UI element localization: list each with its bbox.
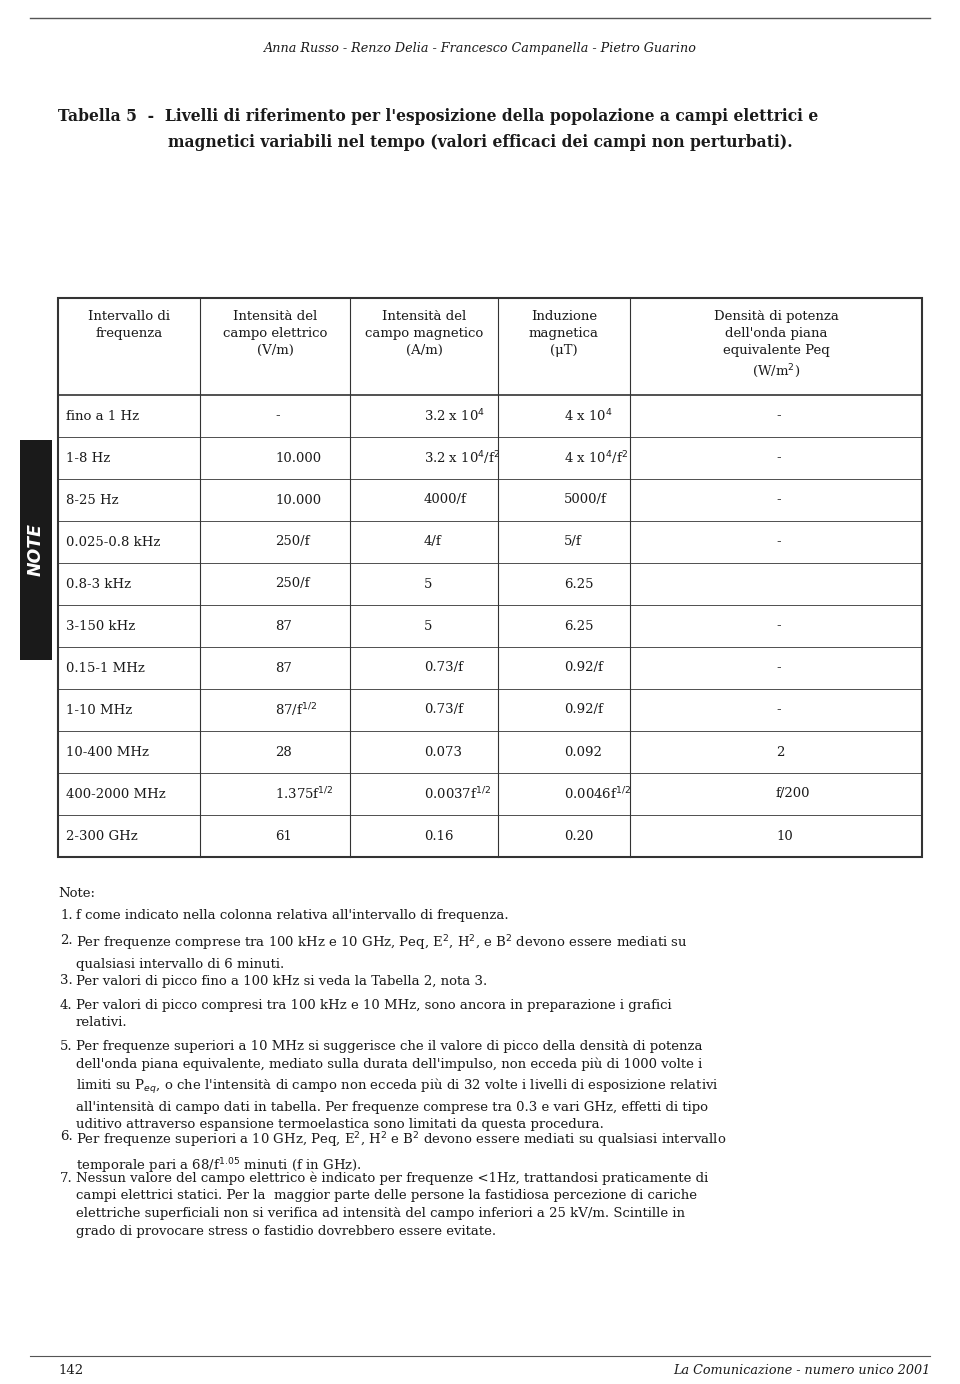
Text: Per frequenze superiori a 10 GHz, Peq, E$^2$, H$^2$ e B$^2$ devono essere mediat: Per frequenze superiori a 10 GHz, Peq, E… [76, 1131, 727, 1176]
Text: -: - [776, 662, 780, 674]
Text: 4/f: 4/f [424, 536, 442, 548]
Text: 10.000: 10.000 [275, 451, 322, 465]
Text: Per frequenze comprese tra 100 kHz e 10 GHz, Peq, E$^2$, H$^2$, e B$^2$ devono e: Per frequenze comprese tra 100 kHz e 10 … [76, 933, 687, 970]
Text: 4000/f: 4000/f [424, 494, 467, 507]
Text: Note:: Note: [58, 887, 95, 900]
Text: -: - [776, 620, 780, 632]
Text: -: - [776, 494, 780, 507]
Text: 3.2 x 10$^4$/f$^2$: 3.2 x 10$^4$/f$^2$ [424, 450, 500, 466]
Text: 87: 87 [275, 620, 292, 632]
Text: 0.0037f$^{1/2}$: 0.0037f$^{1/2}$ [424, 786, 491, 803]
Text: 0.15-1 MHz: 0.15-1 MHz [66, 662, 145, 674]
Text: 0.73/f: 0.73/f [424, 703, 463, 717]
Text: -: - [776, 451, 780, 465]
Text: 142: 142 [58, 1365, 84, 1377]
Text: 10.000: 10.000 [275, 494, 322, 507]
Text: 4 x 10$^4$/f$^2$: 4 x 10$^4$/f$^2$ [564, 450, 628, 466]
Text: f/200: f/200 [776, 787, 810, 800]
Text: 0.20: 0.20 [564, 829, 593, 843]
Text: magnetici variabili nel tempo (valori efficaci dei campi non perturbati).: magnetici variabili nel tempo (valori ef… [168, 134, 792, 151]
Text: 0.16: 0.16 [424, 829, 453, 843]
Text: 3.2 x 10$^4$: 3.2 x 10$^4$ [424, 408, 485, 425]
Text: 400-2000 MHz: 400-2000 MHz [66, 787, 166, 800]
Text: Intervallo di
frequenza: Intervallo di frequenza [88, 310, 170, 340]
Bar [20, 440, 52, 660]
Text: 3-150 kHz: 3-150 kHz [66, 620, 135, 632]
Text: 6.: 6. [60, 1131, 73, 1143]
Text: 87: 87 [275, 662, 292, 674]
Text: -: - [776, 703, 780, 717]
Text: 0.092: 0.092 [564, 746, 602, 758]
Text: La Comunicazione - numero unico 2001: La Comunicazione - numero unico 2001 [673, 1365, 930, 1377]
Text: 87/f$^{1/2}$: 87/f$^{1/2}$ [275, 702, 317, 718]
Text: 250/f: 250/f [275, 536, 309, 548]
Text: 1-8 Hz: 1-8 Hz [66, 451, 110, 465]
Text: 0.0046f$^{1/2}$: 0.0046f$^{1/2}$ [564, 786, 631, 803]
Text: 5/f: 5/f [564, 536, 582, 548]
Text: 5.: 5. [60, 1039, 73, 1053]
Text: 2.: 2. [60, 933, 73, 947]
Text: NOTE: NOTE [27, 523, 45, 577]
Text: 0.92/f: 0.92/f [564, 703, 603, 717]
Text: 1-10 MHz: 1-10 MHz [66, 703, 132, 717]
Text: Nessun valore del campo elettrico è indicato per frequenze <1Hz, trattandosi pra: Nessun valore del campo elettrico è indi… [76, 1171, 708, 1237]
Text: 5: 5 [424, 620, 432, 632]
Text: 4 x 10$^4$: 4 x 10$^4$ [564, 408, 612, 425]
Text: 2-300 GHz: 2-300 GHz [66, 829, 137, 843]
Text: Per frequenze superiori a 10 MHz si suggerisce che il valore di picco della dens: Per frequenze superiori a 10 MHz si sugg… [76, 1039, 719, 1131]
Text: 5: 5 [424, 577, 432, 591]
Text: Densità di potenza
dell'onda piana
equivalente Peq
(W/m$^2$): Densità di potenza dell'onda piana equiv… [713, 310, 838, 379]
Text: 61: 61 [275, 829, 292, 843]
Text: -: - [776, 410, 780, 422]
Text: 0.025-0.8 kHz: 0.025-0.8 kHz [66, 536, 160, 548]
Text: 250/f: 250/f [275, 577, 309, 591]
Text: 3.: 3. [60, 974, 73, 988]
Text: 10-400 MHz: 10-400 MHz [66, 746, 149, 758]
Text: 1.: 1. [60, 909, 73, 922]
Text: Intensità del
campo elettrico
(V/m): Intensità del campo elettrico (V/m) [223, 310, 327, 357]
Text: Per valori di picco compresi tra 100 kHz e 10 MHz, sono ancora in preparazione i: Per valori di picco compresi tra 100 kHz… [76, 999, 672, 1030]
Text: 0.92/f: 0.92/f [564, 662, 603, 674]
Bar [58, 298, 922, 857]
Text: f come indicato nella colonna relativa all'intervallo di frequenza.: f come indicato nella colonna relativa a… [76, 909, 509, 922]
Text: Induzione
magnetica
(μT): Induzione magnetica (μT) [529, 310, 599, 357]
Text: 5000/f: 5000/f [564, 494, 607, 507]
Text: 4.: 4. [60, 999, 73, 1012]
Text: 7.: 7. [60, 1171, 73, 1185]
Text: 10: 10 [776, 829, 793, 843]
Text: 0.073: 0.073 [424, 746, 462, 758]
Text: -: - [275, 410, 279, 422]
Text: 2: 2 [776, 746, 784, 758]
Text: 6.25: 6.25 [564, 577, 593, 591]
Text: fino a 1 Hz: fino a 1 Hz [66, 410, 139, 422]
Text: 28: 28 [275, 746, 292, 758]
Text: Per valori di picco fino a 100 kHz si veda la Tabella 2, nota 3.: Per valori di picco fino a 100 kHz si ve… [76, 974, 488, 988]
Text: 6.25: 6.25 [564, 620, 593, 632]
Text: 8-25 Hz: 8-25 Hz [66, 494, 119, 507]
Text: 0.8-3 kHz: 0.8-3 kHz [66, 577, 132, 591]
Text: Anna Russo - Renzo Delia - Francesco Campanella - Pietro Guarino: Anna Russo - Renzo Delia - Francesco Cam… [264, 42, 696, 55]
Text: Intensità del
campo magnetico
(A/m): Intensità del campo magnetico (A/m) [365, 310, 483, 357]
Text: -: - [776, 536, 780, 548]
Text: Tabella 5  -  Livelli di riferimento per l'esposizione della popolazione a campi: Tabella 5 - Livelli di riferimento per l… [58, 108, 818, 125]
Text: 1.375f$^{1/2}$: 1.375f$^{1/2}$ [275, 786, 333, 803]
Text: 0.73/f: 0.73/f [424, 662, 463, 674]
